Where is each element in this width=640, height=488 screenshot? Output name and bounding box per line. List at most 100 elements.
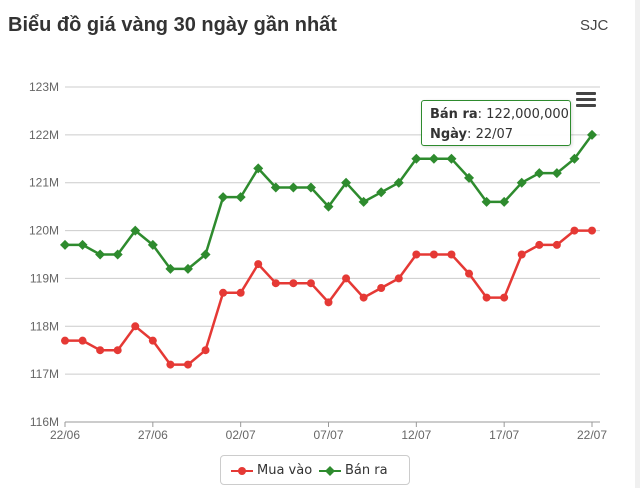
data-point[interactable] <box>200 249 211 260</box>
data-point[interactable] <box>377 284 386 292</box>
data-point[interactable] <box>112 249 123 260</box>
x-tick-label: 07/07 <box>313 428 343 442</box>
data-point[interactable] <box>428 153 439 164</box>
data-point[interactable] <box>393 177 404 188</box>
y-tick-label: 117M <box>30 367 59 381</box>
data-point[interactable] <box>323 201 334 212</box>
data-point[interactable] <box>147 239 158 250</box>
data-point[interactable] <box>271 279 280 288</box>
series-line <box>65 229 592 366</box>
data-point[interactable] <box>324 298 333 307</box>
data-point[interactable] <box>534 168 545 179</box>
data-point[interactable] <box>235 192 246 203</box>
data-point[interactable] <box>499 196 510 207</box>
data-point[interactable] <box>535 240 544 249</box>
chart-title: Biểu đồ giá vàng 30 ngày gần nhất <box>8 14 337 36</box>
y-tick-label: 121M <box>29 176 59 190</box>
data-point[interactable] <box>289 279 298 288</box>
x-tick-label: 02/07 <box>226 428 256 442</box>
data-point[interactable] <box>516 177 527 188</box>
data-point[interactable] <box>411 153 422 164</box>
data-point[interactable] <box>412 250 421 259</box>
data-point[interactable] <box>201 346 210 355</box>
data-point[interactable] <box>464 172 475 183</box>
y-tick-label: 116M <box>30 415 59 429</box>
data-point[interactable] <box>60 239 70 250</box>
data-point[interactable] <box>96 346 105 355</box>
legend-buy-label: Mua vào <box>257 463 313 478</box>
tooltip-label-1: Bán ra <box>430 107 478 122</box>
data-point[interactable] <box>219 288 228 297</box>
data-point[interactable] <box>218 192 229 203</box>
data-point[interactable] <box>376 187 387 198</box>
scrollbar[interactable] <box>635 0 640 488</box>
tooltip-value-2: 22/07 <box>475 127 514 142</box>
x-axis: 22/06 27/06 02/07 07/07 12/07 17/07 22/07 <box>50 421 607 442</box>
data-point[interactable] <box>551 168 562 179</box>
data-point[interactable] <box>481 196 492 207</box>
x-tick-label: 22/06 <box>50 428 80 442</box>
data-point[interactable] <box>446 153 457 164</box>
x-tick-label: 12/07 <box>401 428 431 442</box>
legend-item-sell[interactable]: Bán ra <box>319 463 388 478</box>
tooltip-line-1: Bán ra: 122,000,000 <box>430 107 569 122</box>
line-chart: 116M 117M 118M 119M 120M 121M 122M 123M 22/06 27… <box>29 80 607 442</box>
y-tick-label: 118M <box>30 319 59 333</box>
x-tick-label: 27/06 <box>138 428 168 442</box>
chart-header: Biểu đồ giá vàng 30 ngày gần nhất SJC <box>0 0 640 52</box>
chart-tooltip: Bán ra: 122,000,000 Ngày: 22/07 <box>421 100 571 146</box>
chart-legend: Mua vào Bán ra <box>220 455 410 485</box>
tooltip-line-2: Ngày: 22/07 <box>430 127 514 142</box>
tooltip-value-1: 122,000,000 <box>486 107 569 122</box>
data-point[interactable] <box>166 360 175 369</box>
series-sell <box>60 129 597 274</box>
data-point[interactable] <box>358 196 369 207</box>
data-point[interactable] <box>341 177 352 188</box>
data-point[interactable] <box>517 250 526 259</box>
data-point[interactable] <box>270 182 281 193</box>
data-point[interactable] <box>253 163 264 174</box>
data-point[interactable] <box>182 263 193 274</box>
data-point[interactable] <box>587 129 597 140</box>
data-point[interactable] <box>78 336 87 345</box>
data-point[interactable] <box>131 322 140 331</box>
data-point[interactable] <box>306 279 315 288</box>
data-point[interactable] <box>588 226 596 235</box>
data-point[interactable] <box>342 274 351 283</box>
legend-sell-marker-icon <box>319 465 341 476</box>
data-point[interactable] <box>236 288 245 297</box>
data-point[interactable] <box>394 274 403 283</box>
data-point[interactable] <box>130 225 141 236</box>
x-tick-label: 17/07 <box>489 428 519 442</box>
data-point[interactable] <box>447 250 456 259</box>
data-point[interactable] <box>500 293 509 302</box>
data-point[interactable] <box>113 346 122 355</box>
data-point[interactable] <box>305 182 316 193</box>
legend-buy-marker-icon <box>231 466 253 475</box>
chart-series <box>60 129 597 369</box>
data-point[interactable] <box>482 293 491 302</box>
legend-item-buy[interactable]: Mua vào <box>231 463 312 478</box>
y-tick-label: 122M <box>29 128 59 142</box>
data-point[interactable] <box>77 239 88 250</box>
y-tick-label: 123M <box>29 80 59 94</box>
data-point[interactable] <box>288 182 299 193</box>
legend-sell-label: Bán ra <box>345 463 388 478</box>
data-point[interactable] <box>570 226 579 235</box>
data-point[interactable] <box>552 240 561 249</box>
x-tick-label: 22/07 <box>577 428 607 442</box>
data-point[interactable] <box>359 293 368 302</box>
data-point[interactable] <box>61 336 69 345</box>
data-point[interactable] <box>183 360 192 369</box>
data-point[interactable] <box>465 269 474 278</box>
y-tick-label: 120M <box>29 224 59 238</box>
data-point[interactable] <box>569 153 580 164</box>
data-point[interactable] <box>148 336 157 345</box>
source-label: SJC <box>580 17 609 34</box>
data-point[interactable] <box>95 249 106 260</box>
y-tick-label: 119M <box>30 271 59 285</box>
chart-menu-icon[interactable] <box>576 92 596 110</box>
data-point[interactable] <box>429 250 438 259</box>
data-point[interactable] <box>165 263 176 274</box>
data-point[interactable] <box>254 260 263 269</box>
